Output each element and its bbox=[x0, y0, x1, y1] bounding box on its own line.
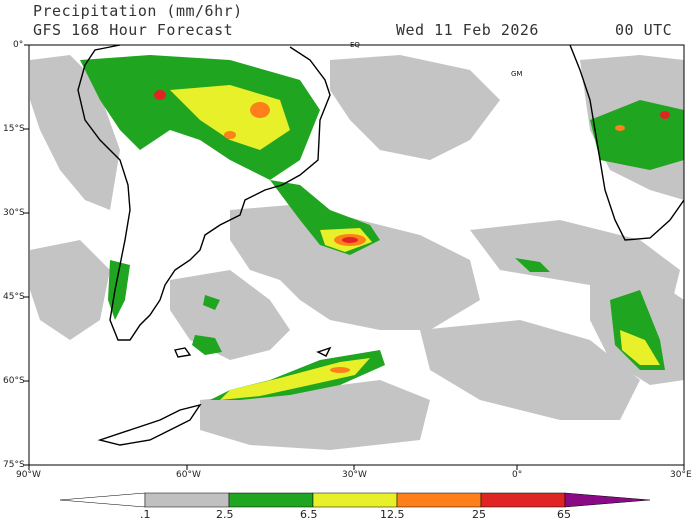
forecast-date: Wed 11 Feb 2026 bbox=[396, 21, 539, 39]
ticks bbox=[24, 44, 685, 470]
lon-label-0: 0° bbox=[512, 470, 523, 480]
lat-label-0: 0° bbox=[13, 40, 24, 50]
lat-label-60s: 60°S bbox=[3, 376, 25, 386]
legend-tick-0: .1 bbox=[140, 508, 151, 521]
color-legend bbox=[59, 492, 651, 508]
intense-precip-cores bbox=[154, 90, 670, 373]
map-frame bbox=[28, 44, 685, 466]
legend-tick-3: 12.5 bbox=[380, 508, 405, 521]
lon-label-90w: 90°W bbox=[16, 470, 41, 480]
forecast-time: 00 UTC bbox=[615, 21, 673, 39]
legend-swatch-2 bbox=[228, 492, 314, 508]
legend-tick-1: 2.5 bbox=[216, 508, 234, 521]
antarctica-coast bbox=[97, 403, 202, 446]
legend-tick-5: 65 bbox=[557, 508, 571, 521]
africa-coast bbox=[569, 44, 685, 241]
map-title: Precipitation (mm/6hr) bbox=[33, 2, 243, 20]
lat-label-15s: 15°S bbox=[3, 124, 25, 134]
legend-swatch-3 bbox=[312, 492, 398, 508]
forecast-model: GFS 168 Hour Forecast bbox=[33, 21, 234, 39]
coastlines bbox=[77, 44, 685, 446]
legend-swatch-6 bbox=[564, 492, 651, 508]
lat-label-30s: 30°S bbox=[3, 208, 25, 218]
light-precip-areas bbox=[30, 55, 684, 450]
precipitation-map bbox=[24, 44, 685, 470]
lon-label-60w: 60°W bbox=[176, 470, 201, 480]
south-georgia bbox=[316, 346, 332, 357]
equator-marker: EQ bbox=[350, 41, 360, 49]
legend-swatch-5 bbox=[480, 492, 566, 508]
lat-label-75s: 75°S bbox=[3, 460, 25, 470]
lon-label-30e: 30°E bbox=[670, 470, 692, 480]
greenwich-marker: GM bbox=[511, 70, 523, 78]
legend-swatch-0 bbox=[59, 492, 146, 508]
legend-swatch-1 bbox=[144, 492, 230, 508]
falklands bbox=[174, 347, 192, 358]
legend-tick-2: 6.5 bbox=[300, 508, 318, 521]
lon-label-30w: 30°W bbox=[342, 470, 367, 480]
legend-swatch-4 bbox=[396, 492, 482, 508]
lat-label-45s: 45°S bbox=[3, 292, 25, 302]
legend-tick-4: 25 bbox=[472, 508, 486, 521]
south-america-coast bbox=[77, 44, 331, 341]
